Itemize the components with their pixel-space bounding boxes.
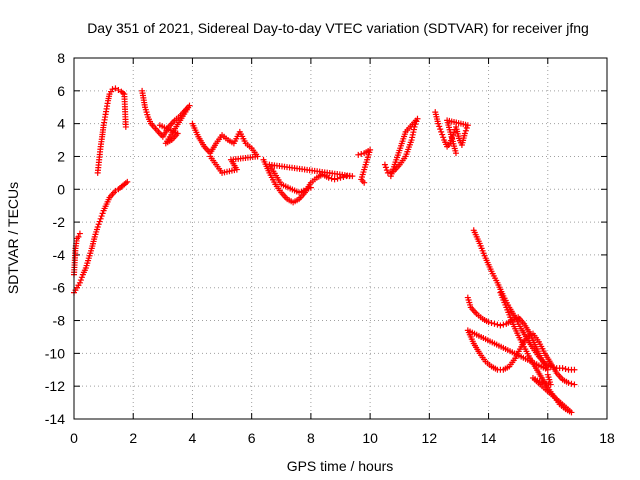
- series-arc-g: [381, 115, 421, 180]
- data-point: [337, 174, 344, 181]
- data-point: [325, 174, 332, 181]
- x-tick-label: 2: [129, 430, 137, 446]
- x-tick-label: 4: [189, 430, 197, 446]
- data-point: [437, 126, 444, 133]
- data-point: [328, 175, 335, 182]
- data-point: [94, 224, 101, 231]
- data-point: [156, 122, 163, 129]
- y-tick-label: -4: [53, 247, 66, 263]
- data-point: [494, 321, 501, 328]
- data-point: [571, 366, 578, 373]
- data-point: [361, 179, 368, 186]
- data-point: [97, 215, 104, 222]
- series-arc-d: [189, 120, 261, 176]
- grid: [74, 58, 607, 419]
- y-tick-label: 6: [57, 83, 65, 99]
- plot-frame: [73, 57, 608, 420]
- data-point: [384, 169, 391, 176]
- series-arc-b-left: [71, 230, 83, 278]
- data-point: [452, 150, 459, 157]
- y-tick-label: -14: [45, 411, 65, 427]
- data-points: [71, 85, 578, 416]
- data-point: [96, 218, 103, 225]
- data-point: [559, 365, 566, 372]
- data-point: [571, 381, 578, 388]
- data-point: [488, 320, 495, 327]
- data-point: [568, 380, 575, 387]
- series-arc-k-loops: [464, 294, 578, 388]
- data-point: [500, 321, 507, 328]
- data-point: [381, 161, 388, 168]
- x-tick-label: 14: [481, 430, 497, 446]
- data-point: [439, 131, 446, 138]
- data-point: [440, 134, 447, 141]
- series-arc-a-rise: [94, 85, 129, 176]
- data-point: [383, 167, 390, 174]
- y-tick-label: -2: [53, 214, 66, 230]
- y-tick-label: -6: [53, 280, 66, 296]
- y-tick-label: 2: [57, 148, 65, 164]
- y-tick-label: 4: [57, 116, 65, 132]
- chart-title: Day 351 of 2021, Sidereal Day-to-day VTE…: [87, 20, 589, 36]
- data-point: [75, 233, 82, 240]
- data-point: [76, 279, 83, 286]
- data-point: [124, 178, 131, 185]
- x-tick-label: 8: [307, 430, 315, 446]
- x-tick-label: 0: [70, 430, 78, 446]
- data-point: [462, 127, 469, 134]
- data-point: [331, 176, 338, 183]
- data-point: [497, 322, 504, 329]
- data-point: [77, 277, 84, 284]
- axis-ticks: 0 2 4 6 8 10 12 14 16 18 -14 -12 -10 -8 -6 -4 -2 0 2 4 6 8: [45, 50, 615, 446]
- x-tick-label: 12: [422, 430, 438, 446]
- y-tick-label: -8: [53, 313, 66, 329]
- data-point: [78, 274, 85, 281]
- y-tick-label: -12: [45, 378, 65, 394]
- x-tick-label: 18: [599, 430, 615, 446]
- y-tick-label: 0: [57, 181, 65, 197]
- x-tick-label: 6: [248, 430, 256, 446]
- data-point: [109, 86, 116, 93]
- data-point: [562, 365, 569, 372]
- data-point: [122, 123, 129, 130]
- data-point: [461, 130, 468, 137]
- y-axis-title: SDTVAR / TECUs: [5, 182, 21, 294]
- data-point: [99, 210, 106, 217]
- x-axis-title: GPS time / hours: [287, 458, 394, 474]
- data-point: [76, 230, 83, 237]
- data-point: [565, 379, 572, 386]
- data-point: [95, 221, 102, 228]
- series-arc-c-plateau: [139, 87, 193, 147]
- data-point: [382, 164, 389, 171]
- y-tick-label: -10: [45, 345, 65, 361]
- data-point: [207, 153, 214, 160]
- data-point: [436, 123, 443, 130]
- data-point: [387, 173, 394, 180]
- data-point: [358, 150, 365, 157]
- y-tick-label: 8: [57, 50, 65, 66]
- x-tick-label: 16: [540, 430, 556, 446]
- series-arc-b-rise: [71, 178, 131, 296]
- data-point: [307, 184, 314, 191]
- series-arc-j-lower: [497, 289, 575, 416]
- data-point: [463, 125, 470, 132]
- data-point: [355, 151, 362, 158]
- data-point: [435, 120, 442, 127]
- series-arc-f: [355, 146, 374, 186]
- data-point: [491, 320, 498, 327]
- series-arc-h: [432, 109, 471, 157]
- data-point: [438, 128, 445, 135]
- data-point: [98, 213, 105, 220]
- data-point: [485, 319, 492, 326]
- series-arc-e-dip: [260, 156, 356, 206]
- x-tick-label: 10: [362, 430, 378, 446]
